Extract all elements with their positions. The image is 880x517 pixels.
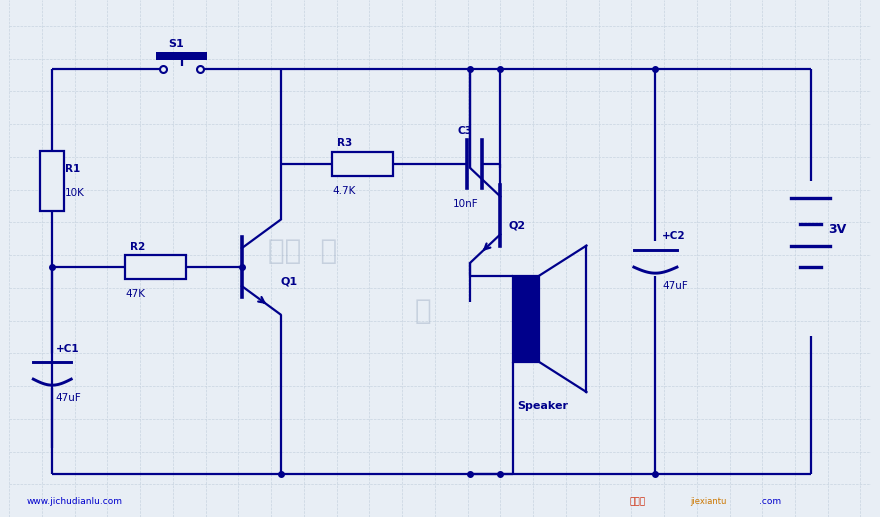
Text: 人: 人 [414, 297, 431, 325]
Bar [333, 151, 392, 176]
Text: 3V: 3V [828, 223, 846, 236]
Bar [126, 255, 186, 279]
Text: R3: R3 [337, 139, 352, 148]
Text: C3: C3 [458, 126, 472, 135]
Text: R2: R2 [130, 242, 145, 252]
Text: Q2: Q2 [509, 220, 526, 231]
Text: 接线图: 接线图 [629, 497, 646, 506]
Bar [40, 151, 64, 211]
Text: +C1: +C1 [55, 344, 79, 354]
Text: .com: .com [759, 497, 781, 506]
Text: www.jichudianlu.com: www.jichudianlu.com [26, 497, 122, 506]
Bar [156, 52, 208, 60]
Text: 电子  懒: 电子 懒 [268, 236, 337, 265]
Text: 10K: 10K [65, 189, 85, 199]
Text: R1: R1 [65, 164, 80, 174]
Text: 4.7K: 4.7K [333, 186, 356, 196]
Text: S1: S1 [169, 39, 184, 50]
Text: jiexiantu: jiexiantu [690, 497, 726, 506]
Text: Speaker: Speaker [517, 401, 568, 412]
Text: 47K: 47K [126, 290, 145, 299]
Bar [513, 276, 539, 362]
Text: Q1: Q1 [281, 277, 297, 286]
Text: 10nF: 10nF [453, 199, 479, 209]
Text: +C2: +C2 [663, 231, 686, 241]
Text: 47uF: 47uF [663, 281, 688, 291]
Text: 47uF: 47uF [55, 393, 82, 403]
